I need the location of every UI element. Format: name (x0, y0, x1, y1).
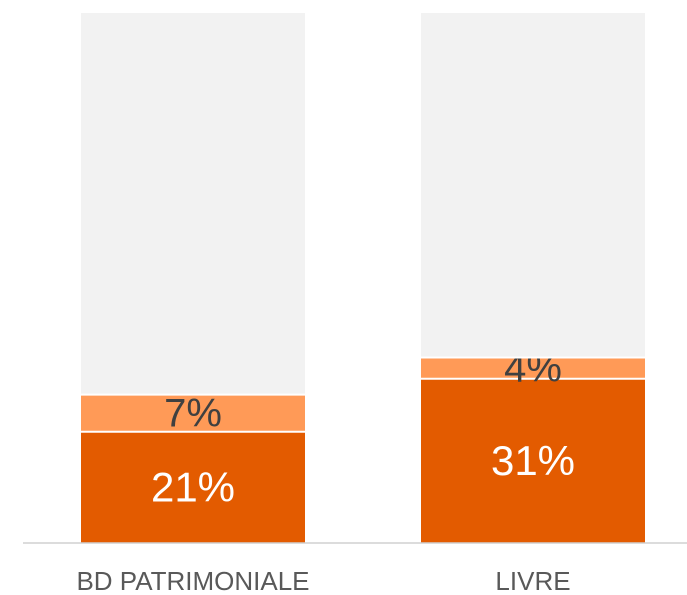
bar-segment (421, 378, 645, 543)
bar-segment (81, 13, 305, 395)
value-label: 7% (164, 392, 222, 436)
bar-segment (81, 394, 305, 432)
x-tick-label: LIVRE (495, 566, 570, 595)
bar-segment (81, 431, 305, 543)
value-label: 21% (151, 463, 235, 510)
x-tick-label: BD PATRIMONIALE (76, 566, 309, 595)
bar-segment (421, 357, 645, 379)
value-label: 31% (491, 437, 575, 484)
bar-segment (421, 13, 645, 358)
